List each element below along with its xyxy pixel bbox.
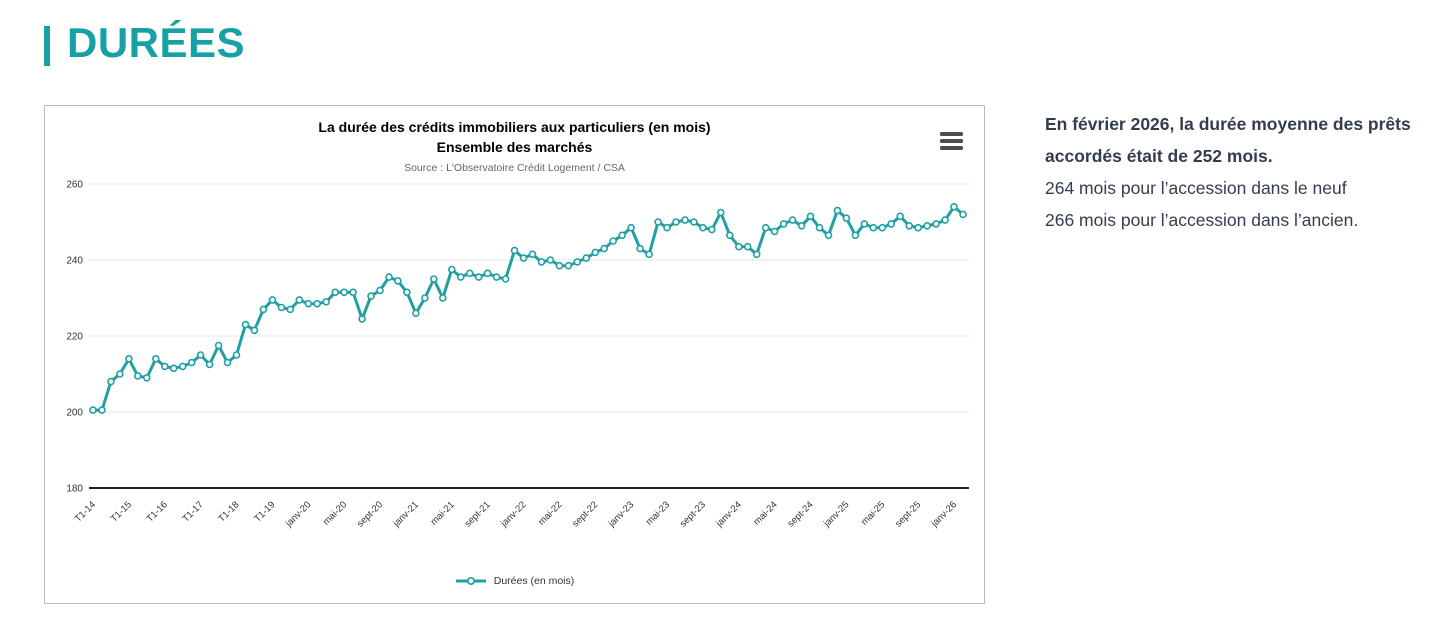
heading-accent-bar <box>44 26 50 66</box>
line-chart-plot-area[interactable]: 260 240 220 200 180 T1-14 T1-15 T1-16 T1-17 T1-18… <box>45 174 984 576</box>
svg-text:mai-22: mai-22 <box>536 499 564 527</box>
summary-line-2: accordés était de 252 mois. <box>1045 146 1273 166</box>
svg-text:mai-24: mai-24 <box>751 499 779 527</box>
chart-card: La durée des crédits immobiliers aux par… <box>44 105 985 604</box>
summary-line-1: En février 2026, la durée moyenne des pr… <box>1045 114 1411 134</box>
summary-line-4: 266 mois pour l’accession dans l’ancien. <box>1045 210 1359 230</box>
summary-line-3: 264 mois pour l’accession dans le neuf <box>1045 178 1347 198</box>
hamburger-icon <box>940 146 963 150</box>
svg-text:janv-26: janv-26 <box>929 499 960 530</box>
chart-title: La durée des crédits immobiliers aux par… <box>318 119 711 135</box>
page-heading: DURÉES <box>44 20 245 66</box>
svg-text:sept-22: sept-22 <box>570 499 600 529</box>
legend-line-marker-icon <box>455 576 486 586</box>
svg-text:sept-23: sept-23 <box>678 499 708 529</box>
svg-text:janv-23: janv-23 <box>606 499 637 530</box>
summary-panel: En février 2026, la durée moyenne des pr… <box>1045 108 1440 236</box>
page-title: DURÉES <box>67 19 246 66</box>
svg-text:200: 200 <box>66 408 83 419</box>
svg-text:sept-21: sept-21 <box>463 499 493 529</box>
svg-text:260: 260 <box>66 180 83 191</box>
chart-source: Source : L'Observatoire Crédit Logement … <box>404 162 625 174</box>
hamburger-icon <box>940 139 963 143</box>
svg-text:T1-14: T1-14 <box>73 499 98 524</box>
svg-text:sept-20: sept-20 <box>355 499 385 529</box>
svg-text:T1-19: T1-19 <box>252 499 277 524</box>
svg-text:mai-20: mai-20 <box>321 499 349 527</box>
svg-text:T1-15: T1-15 <box>109 499 134 524</box>
svg-text:T1-17: T1-17 <box>180 499 205 524</box>
svg-text:janv-25: janv-25 <box>821 499 852 530</box>
svg-text:sept-24: sept-24 <box>785 499 815 529</box>
chart-subtitle: Ensemble des marchés <box>436 139 593 155</box>
svg-text:180: 180 <box>66 484 83 495</box>
chart-legend[interactable]: Durées (en mois) <box>45 575 984 587</box>
svg-text:T1-18: T1-18 <box>216 499 241 524</box>
hamburger-icon <box>940 132 963 136</box>
svg-text:T1-16: T1-16 <box>145 499 170 524</box>
chart-context-menu-button[interactable] <box>938 128 968 154</box>
svg-text:sept-25: sept-25 <box>893 499 923 529</box>
svg-text:220: 220 <box>66 332 83 343</box>
svg-text:janv-20: janv-20 <box>283 499 314 530</box>
svg-text:janv-21: janv-21 <box>390 499 421 530</box>
legend-label: Durées (en mois) <box>493 575 575 587</box>
svg-text:240: 240 <box>66 256 83 267</box>
svg-text:janv-24: janv-24 <box>713 499 744 530</box>
svg-text:mai-25: mai-25 <box>859 499 887 527</box>
svg-text:mai-23: mai-23 <box>644 499 672 527</box>
svg-text:janv-22: janv-22 <box>498 499 529 530</box>
svg-text:mai-21: mai-21 <box>429 499 457 527</box>
